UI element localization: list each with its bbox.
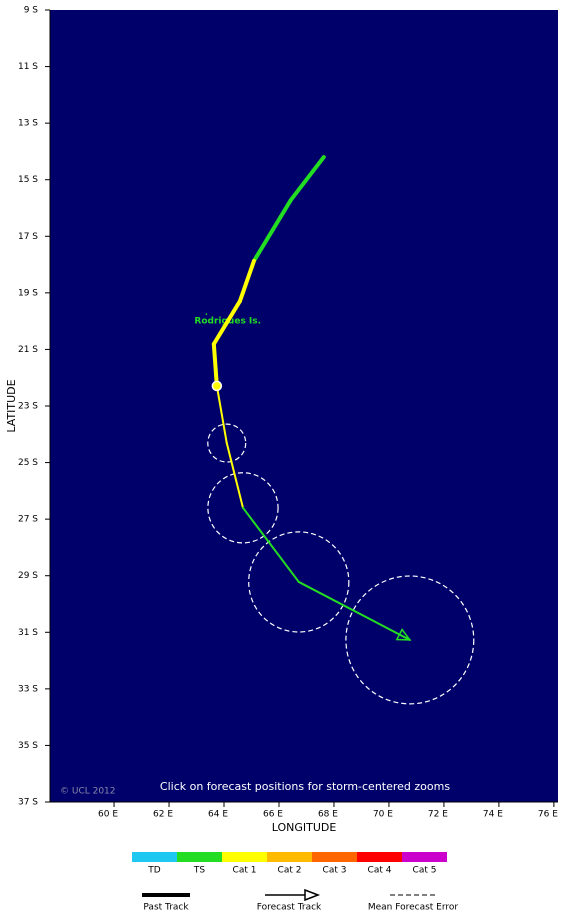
y-tick-label: 9 S	[24, 6, 39, 16]
error-circle	[345, 575, 475, 705]
forecast-track-segment	[215, 384, 228, 445]
x-tick-label: 68 E	[318, 810, 338, 820]
legend-label: Forecast Track	[257, 903, 322, 913]
y-tick-label: 17 S	[18, 232, 38, 242]
x-tick-label: 64 E	[208, 810, 228, 820]
legend-label: Cat 3	[323, 866, 347, 876]
x-tick-label: 76 E	[538, 810, 558, 820]
y-tick-label: 33 S	[18, 684, 38, 694]
error-circle	[207, 472, 279, 544]
forecast-arrowhead	[395, 628, 412, 641]
legend-swatch	[402, 852, 447, 862]
note: Click on forecast positions for storm-ce…	[160, 780, 450, 793]
forecast-track-segment	[241, 506, 300, 583]
x-tick-label: 62 E	[153, 810, 173, 820]
forecast-position[interactable]	[293, 576, 305, 588]
past-track-segment	[288, 155, 326, 203]
y-tick-label: 11 S	[18, 62, 38, 72]
y-tick-label: 29 S	[18, 571, 38, 581]
y-tick-label: 31 S	[18, 628, 38, 638]
y-tick-label: 21 S	[18, 345, 38, 355]
legend-label: TS	[193, 866, 205, 876]
legend-label: Cat 4	[368, 866, 392, 876]
place-dot	[205, 313, 208, 315]
legend-swatch	[222, 852, 267, 862]
legend-label: TD	[147, 866, 160, 876]
error-circle	[248, 531, 350, 633]
error-circle	[207, 423, 247, 463]
legend-label: Cat 1	[233, 866, 257, 876]
past-track-segment	[237, 258, 256, 304]
y-tick-label: 15 S	[18, 175, 38, 185]
x-tick-label: 74 E	[483, 810, 503, 820]
forecast-position[interactable]	[221, 437, 233, 449]
legend-forecast-arrow	[304, 888, 321, 902]
copyright: © UCL 2012	[60, 787, 116, 797]
legend-swatch	[312, 852, 357, 862]
legend-label: Mean Forecast Error	[368, 903, 459, 913]
forecast-position[interactable]	[237, 502, 249, 514]
x-tick-label: 70 E	[373, 810, 393, 820]
y-tick-label: 35 S	[18, 741, 38, 751]
past-track-segment	[211, 342, 219, 388]
x-tick-label: 72 E	[428, 810, 448, 820]
x-tick-label: 66 E	[263, 810, 283, 820]
y-tick-label: 23 S	[18, 402, 38, 412]
map-area	[50, 10, 558, 802]
current-position[interactable]	[211, 380, 223, 392]
y-tick-label: 27 S	[18, 515, 38, 525]
y-tick-label: 19 S	[18, 288, 38, 298]
x-axis-label: LONGITUDE	[272, 821, 337, 834]
y-tick-label: 37 S	[18, 798, 38, 808]
forecast-track-segment	[225, 442, 244, 509]
legend-label: Cat 2	[278, 866, 302, 876]
past-track-segment	[251, 198, 293, 263]
legend-label: Cat 5	[413, 866, 437, 876]
y-tick-label: 25 S	[18, 458, 38, 468]
legend-swatch	[267, 852, 312, 862]
x-tick-label: 60 E	[98, 810, 118, 820]
y-tick-label: 13 S	[18, 119, 38, 129]
legend-label: Past Track	[143, 903, 189, 913]
forecast-position[interactable]	[404, 634, 416, 646]
forecast-track-segment	[297, 580, 411, 641]
past-track-segment	[211, 299, 242, 347]
legend-swatch	[177, 852, 222, 862]
y-axis-label: LATITUDE	[5, 379, 18, 432]
legend-swatch	[357, 852, 402, 862]
legend-swatch	[132, 852, 177, 862]
